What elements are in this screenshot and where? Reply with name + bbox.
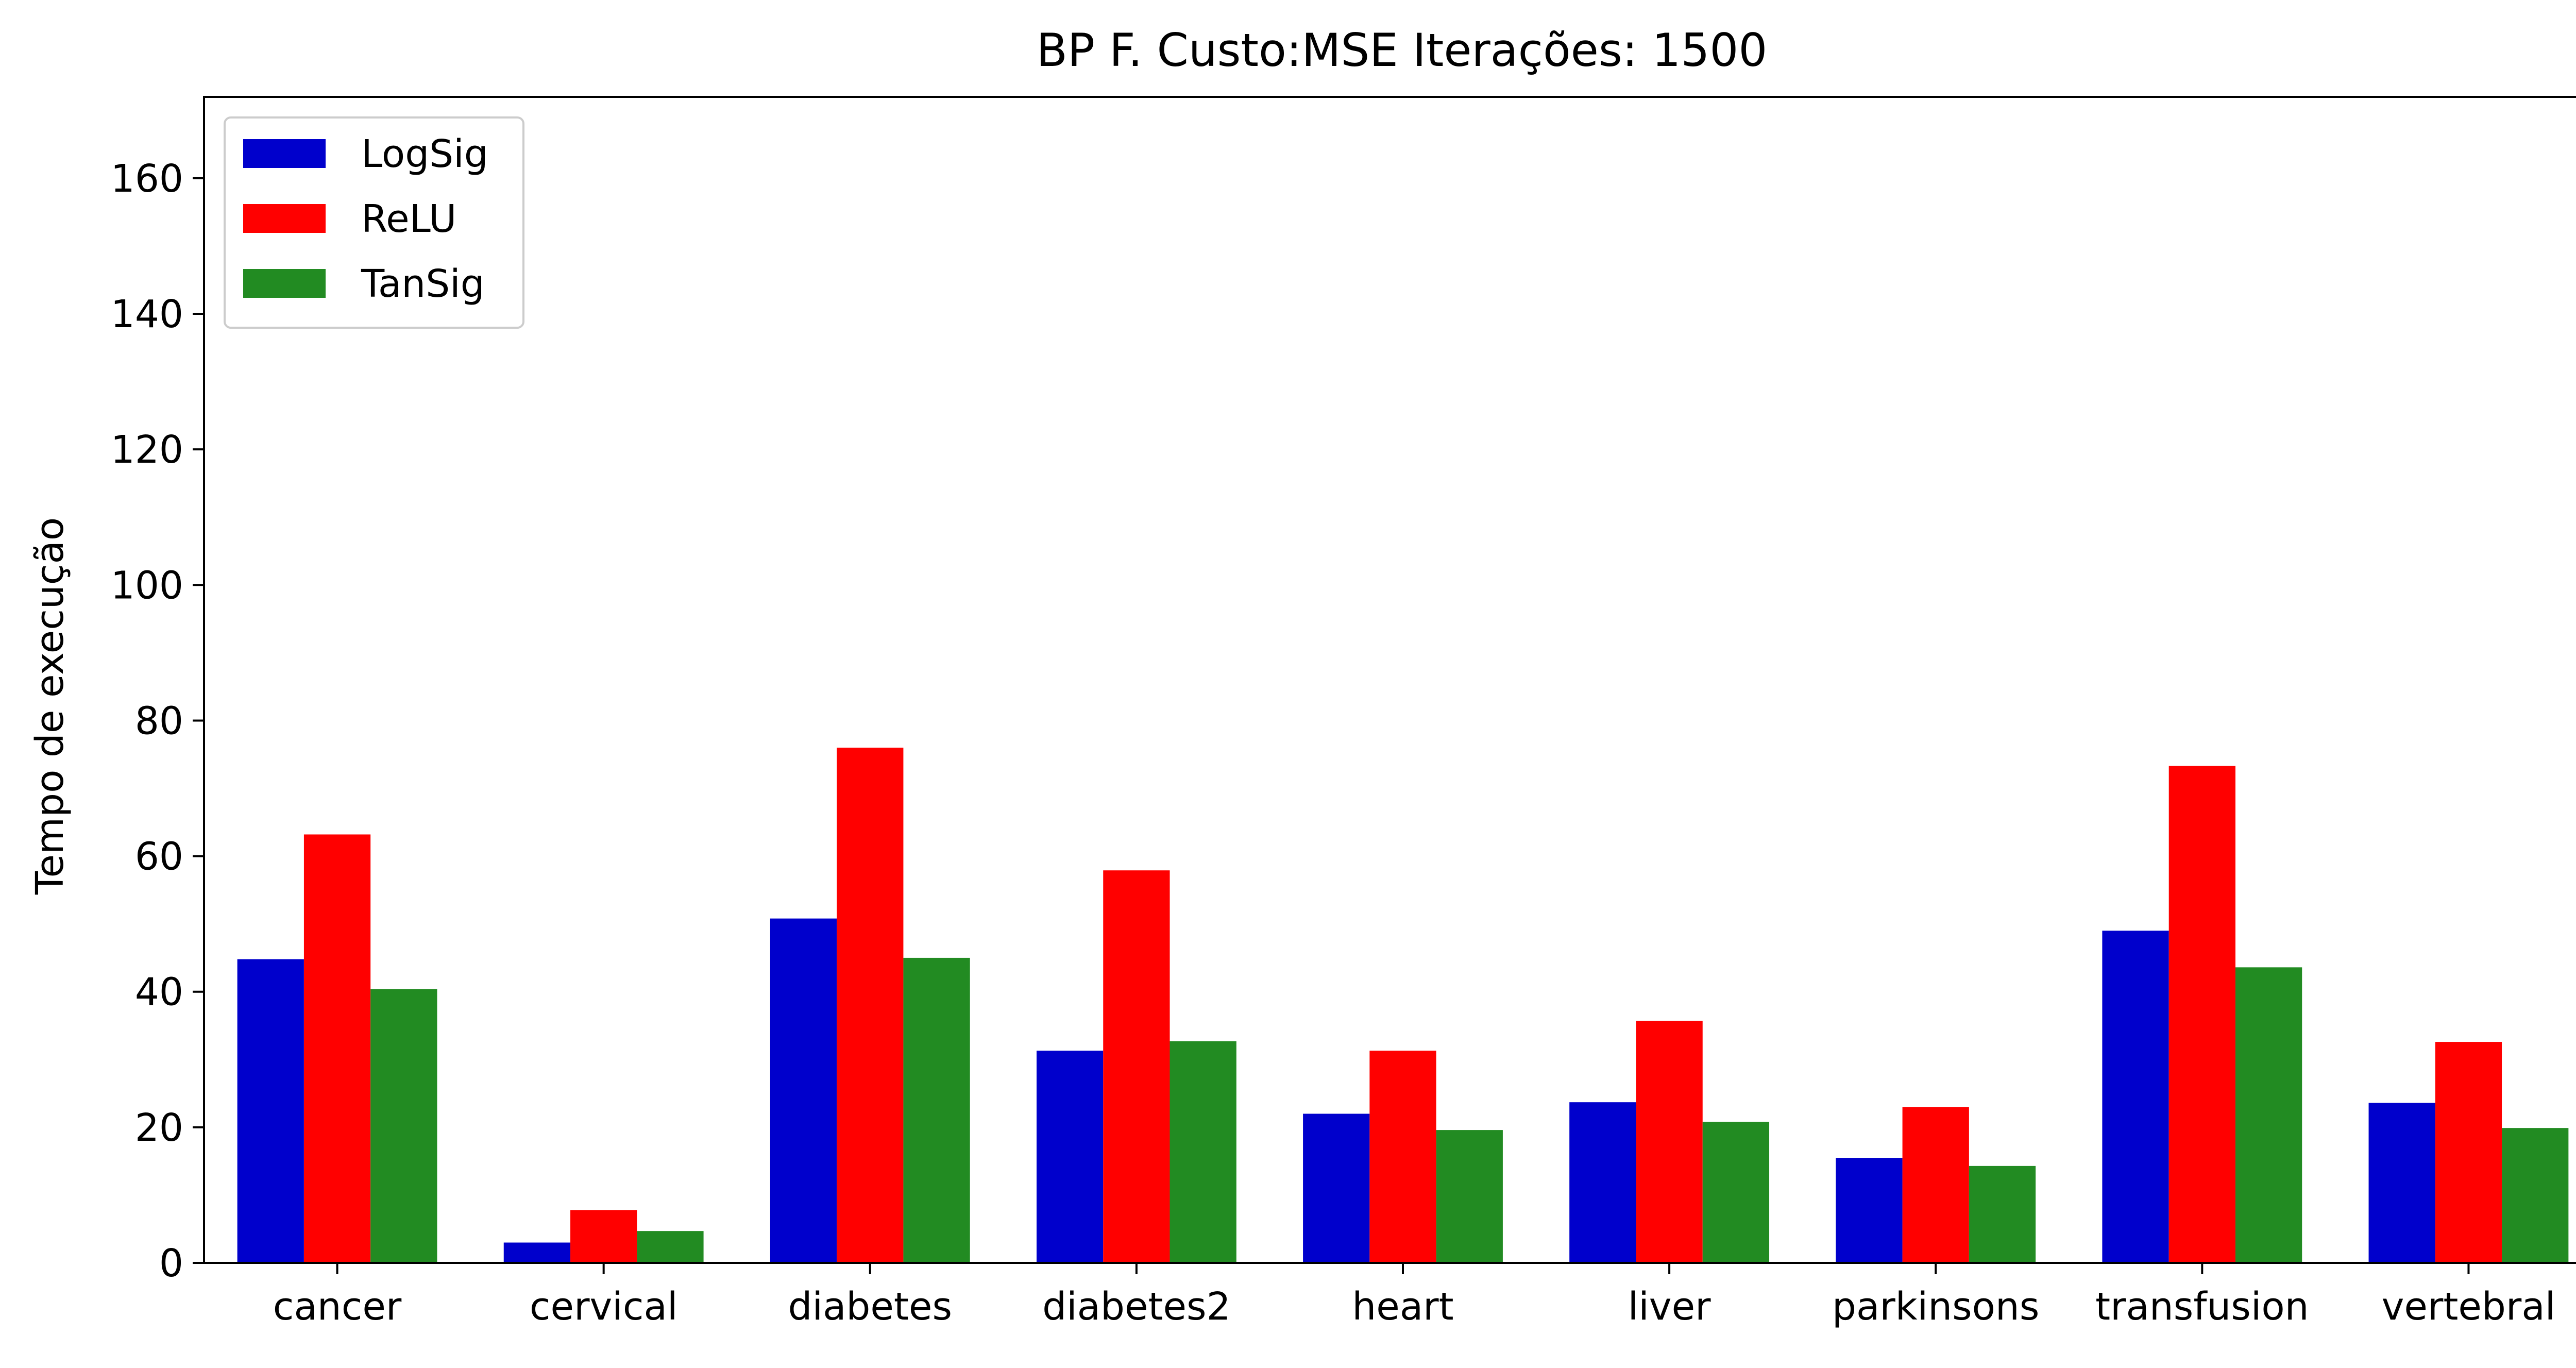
- legend-label-relu: ReLU: [361, 197, 456, 241]
- plot-area: cancer cervical diabetes diabetes2 heart live…: [111, 96, 2576, 1329]
- bar-logsig-transfusion: [2102, 931, 2169, 1263]
- bar-logsig-heart: [1303, 1113, 1370, 1263]
- y-tick-label-20: 20: [135, 1106, 183, 1150]
- x-tick-label-cancer: cancer: [273, 1285, 402, 1329]
- legend: LogSig ReLU TanSig: [224, 116, 524, 329]
- y-tick-label-80: 80: [135, 699, 183, 743]
- axes-frame: [203, 96, 2576, 1264]
- bar-relu-diabetes: [837, 748, 904, 1263]
- bar-tansig-diabetes: [903, 957, 970, 1263]
- bar-tansig-vertebral: [2502, 1128, 2569, 1263]
- bar-relu-vertebral: [2435, 1042, 2502, 1263]
- legend-swatch-relu: [243, 204, 326, 233]
- bar-logsig-cancer: [237, 959, 304, 1263]
- y-axis-label: Tempo de execução: [28, 517, 72, 895]
- series-tansig: [370, 957, 2569, 1263]
- legend-swatch-logsig: [243, 139, 326, 168]
- y-tick-label-0: 0: [159, 1241, 183, 1286]
- bar-logsig-vertebral: [2368, 1103, 2435, 1263]
- bar-relu-cervical: [570, 1210, 637, 1263]
- x-tick-label-liver: liver: [1628, 1285, 1711, 1329]
- bar-relu-cancer: [303, 834, 371, 1263]
- legend-label-tansig: TanSig: [361, 262, 485, 306]
- bar-tansig-parkinsons: [1969, 1166, 2036, 1263]
- bar-relu-heart: [1369, 1051, 1436, 1263]
- bar-tansig-heart: [1436, 1130, 1503, 1263]
- bar-tansig-cervical: [637, 1231, 704, 1263]
- x-tick-label-transfusion: transfusion: [2095, 1285, 2309, 1329]
- bar-logsig-liver: [1569, 1102, 1636, 1263]
- bar-tansig-cancer: [370, 989, 437, 1263]
- y-tick-label-160: 160: [111, 157, 183, 201]
- bar-tansig-transfusion: [2235, 967, 2302, 1263]
- y-tick-label-100: 100: [111, 563, 183, 607]
- x-tick-label-parkinsons: parkinsons: [1832, 1285, 2039, 1329]
- x-tick-label-diabetes2: diabetes2: [1042, 1285, 1231, 1329]
- bar-relu-transfusion: [2168, 766, 2235, 1263]
- y-tick-label-120: 120: [111, 428, 183, 472]
- bar-logsig-parkinsons: [1836, 1158, 1903, 1263]
- x-tick-label-diabetes: diabetes: [788, 1285, 952, 1329]
- x-tick-label-heart: heart: [1352, 1285, 1453, 1329]
- legend-label-logsig: LogSig: [361, 132, 488, 176]
- bar-logsig-diabetes: [770, 918, 837, 1263]
- bar-relu-liver: [1636, 1021, 1703, 1263]
- x-tick-label-cervical: cervical: [530, 1285, 678, 1329]
- bar-tansig-diabetes2: [1170, 1041, 1236, 1263]
- bar-tansig-liver: [1702, 1122, 1770, 1263]
- legend-swatch-tansig: [243, 269, 326, 298]
- bar-relu-diabetes2: [1103, 870, 1170, 1263]
- chart-title: BP F. Custo:MSE Iterações: 1500: [1037, 24, 1768, 77]
- series-logsig: [237, 918, 2435, 1263]
- x-tick-label-vertebral: vertebral: [2382, 1285, 2556, 1329]
- bar-logsig-diabetes2: [1036, 1051, 1104, 1263]
- y-tick-label-60: 60: [135, 835, 183, 879]
- y-tick-label-140: 140: [111, 292, 183, 336]
- series-relu: [303, 748, 2502, 1263]
- y-tick-label-40: 40: [135, 970, 183, 1015]
- bar-logsig-cervical: [503, 1242, 571, 1263]
- bar-relu-parkinsons: [1902, 1107, 1969, 1263]
